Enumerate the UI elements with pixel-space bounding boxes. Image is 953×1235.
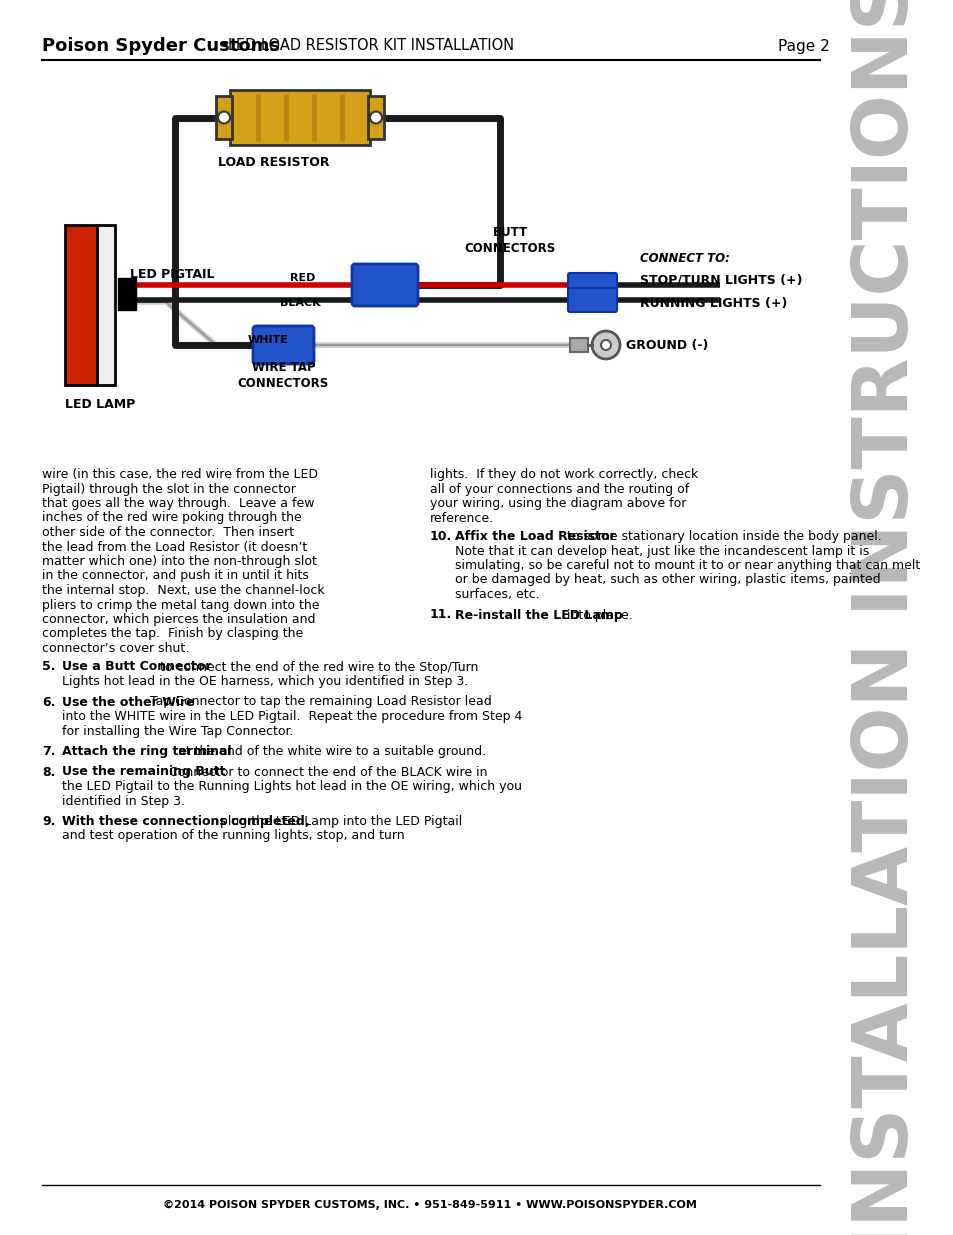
Text: Tap Connector to tap the remaining Load Resistor lead: Tap Connector to tap the remaining Load … — [146, 695, 492, 709]
Text: simulating, so be careful not to mount it to or near anything that can melt: simulating, so be careful not to mount i… — [455, 559, 920, 572]
Circle shape — [370, 111, 381, 124]
Text: Lights hot lead in the OE harness, which you identified in Step 3.: Lights hot lead in the OE harness, which… — [62, 676, 468, 688]
Bar — [569, 338, 587, 352]
Text: that goes all the way through.  Leave a few: that goes all the way through. Leave a f… — [42, 496, 314, 510]
Text: Use the remaining Butt: Use the remaining Butt — [62, 766, 225, 778]
Text: into the WHITE wire in the LED Pigtail.  Repeat the procedure from Step 4: into the WHITE wire in the LED Pigtail. … — [62, 710, 522, 722]
Text: Note that it can develop heat, just like the incandescent lamp it is: Note that it can develop heat, just like… — [455, 545, 868, 557]
Circle shape — [592, 331, 619, 359]
Text: 9.: 9. — [42, 815, 55, 827]
Text: into place.: into place. — [562, 609, 632, 621]
Text: other side of the connector.  Then insert: other side of the connector. Then insert — [42, 526, 294, 538]
Text: LED LAMP: LED LAMP — [65, 399, 135, 411]
Text: 6.: 6. — [42, 695, 55, 709]
Text: 5.: 5. — [42, 661, 55, 673]
Text: and test operation of the running lights, stop, and turn: and test operation of the running lights… — [62, 830, 404, 842]
Text: or be damaged by heat, such as other wiring, plastic items, painted: or be damaged by heat, such as other wir… — [455, 573, 880, 587]
Text: With these connections completed,: With these connections completed, — [62, 815, 309, 827]
Circle shape — [218, 111, 230, 124]
Text: at the end of the white wire to a suitable ground.: at the end of the white wire to a suitab… — [174, 745, 486, 758]
Text: Pigtail) through the slot in the connector: Pigtail) through the slot in the connect… — [42, 483, 295, 495]
Text: STOP/TURN LIGHTS (+): STOP/TURN LIGHTS (+) — [639, 273, 801, 287]
Text: 11.: 11. — [430, 609, 452, 621]
Bar — [368, 96, 384, 140]
Text: in the connector, and push it in until it hits: in the connector, and push it in until i… — [42, 569, 309, 583]
Bar — [230, 90, 370, 144]
Text: to some stationary location inside the body panel.: to some stationary location inside the b… — [562, 530, 884, 543]
Text: all of your connections and the routing of: all of your connections and the routing … — [430, 483, 688, 495]
Text: GROUND (-): GROUND (-) — [625, 338, 708, 352]
Text: INSTALLATION INSTRUCTIONS: INSTALLATION INSTRUCTIONS — [849, 0, 923, 1235]
Circle shape — [600, 340, 610, 350]
Text: pliers to crimp the metal tang down into the: pliers to crimp the metal tang down into… — [42, 599, 319, 611]
Text: •: • — [214, 37, 235, 56]
FancyBboxPatch shape — [352, 264, 417, 306]
Text: the LED Pigtail to the Running Lights hot lead in the OE wiring, which you: the LED Pigtail to the Running Lights ho… — [62, 781, 521, 793]
Bar — [215, 96, 232, 140]
FancyBboxPatch shape — [253, 326, 314, 364]
Text: Page 2: Page 2 — [778, 38, 829, 53]
Text: your wiring, using the diagram above for: your wiring, using the diagram above for — [430, 496, 685, 510]
Text: RUNNING LIGHTS (+): RUNNING LIGHTS (+) — [639, 296, 786, 310]
Text: surfaces, etc.: surfaces, etc. — [455, 588, 539, 601]
Text: Use a Butt Connector: Use a Butt Connector — [62, 661, 212, 673]
Text: matter which one) into the non-through slot: matter which one) into the non-through s… — [42, 555, 316, 568]
Text: lights.  If they do not work correctly, check: lights. If they do not work correctly, c… — [430, 468, 698, 480]
Text: to connect the end of the red wire to the Stop/Turn: to connect the end of the red wire to th… — [155, 661, 477, 673]
Text: CONNECT TO:: CONNECT TO: — [639, 252, 729, 264]
Text: connector’s cover shut.: connector’s cover shut. — [42, 642, 189, 655]
Text: identified in Step 3.: identified in Step 3. — [62, 794, 185, 808]
Text: Connector to connect the end of the BLACK wire in: Connector to connect the end of the BLAC… — [165, 766, 487, 778]
Text: 8.: 8. — [42, 766, 55, 778]
Text: connector, which pierces the insulation and: connector, which pierces the insulation … — [42, 613, 315, 626]
Text: 7.: 7. — [42, 745, 55, 758]
Bar — [118, 278, 136, 310]
Text: BUTT
CONNECTORS: BUTT CONNECTORS — [464, 226, 555, 254]
FancyBboxPatch shape — [567, 273, 617, 296]
Text: Poison Spyder Customs: Poison Spyder Customs — [42, 37, 280, 56]
Text: WIRE TAP
CONNECTORS: WIRE TAP CONNECTORS — [237, 361, 329, 390]
Text: Re-install the LED Lamp: Re-install the LED Lamp — [455, 609, 622, 621]
Text: the internal stop.  Next, use the channel-lock: the internal stop. Next, use the channel… — [42, 584, 324, 597]
Text: LED PIGTAIL: LED PIGTAIL — [130, 268, 214, 282]
Bar — [97, 225, 115, 385]
Text: the lead from the Load Resistor (it doesn’t: the lead from the Load Resistor (it does… — [42, 541, 307, 553]
Text: wire (in this case, the red wire from the LED: wire (in this case, the red wire from th… — [42, 468, 317, 480]
Text: BLACK: BLACK — [280, 298, 320, 308]
Text: Attach the ring terminal: Attach the ring terminal — [62, 745, 232, 758]
FancyBboxPatch shape — [567, 288, 617, 312]
Text: reference.: reference. — [430, 511, 494, 525]
Text: for installing the Wire Tap Connector.: for installing the Wire Tap Connector. — [62, 725, 294, 737]
Text: plug the LED Lamp into the LED Pigtail: plug the LED Lamp into the LED Pigtail — [216, 815, 462, 827]
Text: WHITE: WHITE — [248, 335, 289, 345]
Text: LOAD RESISTOR: LOAD RESISTOR — [218, 157, 329, 169]
Text: Affix the Load Resistor: Affix the Load Resistor — [455, 530, 615, 543]
Text: RED: RED — [290, 273, 315, 283]
Text: 10.: 10. — [430, 530, 452, 543]
Text: inches of the red wire poking through the: inches of the red wire poking through th… — [42, 511, 301, 525]
Bar — [65, 225, 97, 385]
Text: ©2014 POISON SPYDER CUSTOMS, INC. • 951-849-5911 • WWW.POISONSPYDER.COM: ©2014 POISON SPYDER CUSTOMS, INC. • 951-… — [163, 1200, 697, 1210]
Text: Use the other Wire: Use the other Wire — [62, 695, 194, 709]
Text: LED LOAD RESISTOR KIT INSTALLATION: LED LOAD RESISTOR KIT INSTALLATION — [228, 38, 514, 53]
Text: completes the tap.  Finish by clasping the: completes the tap. Finish by clasping th… — [42, 627, 303, 641]
